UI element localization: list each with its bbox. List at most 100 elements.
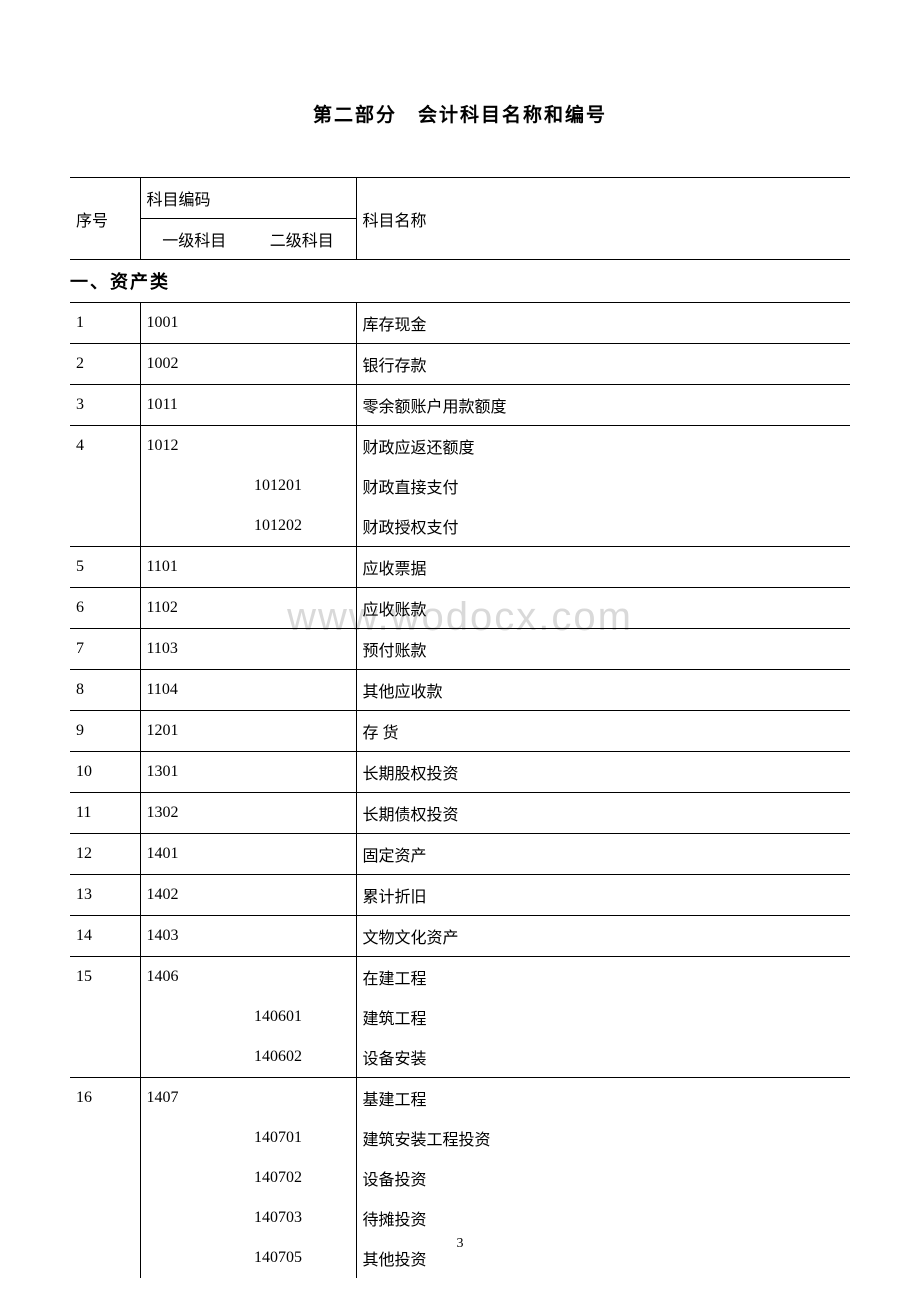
- cell-code2: [248, 670, 356, 711]
- cell-seq: 13: [70, 875, 140, 916]
- cell-seq: 4: [70, 426, 140, 467]
- cell-name: 基建工程: [356, 1078, 850, 1119]
- cell-code2: 140702: [248, 1158, 356, 1198]
- table-row: 140602设备安装: [70, 1037, 850, 1078]
- table-row: 21002银行存款: [70, 344, 850, 385]
- cell-name: 预付账款: [356, 629, 850, 670]
- cell-name: 其他应收款: [356, 670, 850, 711]
- cell-code2: [248, 834, 356, 875]
- table-row: 131402 累计折旧: [70, 875, 850, 916]
- table-row: 140705其他投资: [70, 1238, 850, 1278]
- table-row: 81104其他应收款: [70, 670, 850, 711]
- table-row: 31011零余额账户用款额度: [70, 385, 850, 426]
- cell-code1: 1402: [140, 875, 248, 916]
- cell-code2: [248, 711, 356, 752]
- cell-code1: 1001: [140, 303, 248, 344]
- cell-seq: 7: [70, 629, 140, 670]
- cell-code1: 1103: [140, 629, 248, 670]
- cell-name: 库存现金: [356, 303, 850, 344]
- cell-code2: 140703: [248, 1198, 356, 1238]
- cell-seq: 8: [70, 670, 140, 711]
- cell-seq: [70, 997, 140, 1037]
- cell-code1: 1201: [140, 711, 248, 752]
- cell-seq: 15: [70, 957, 140, 998]
- cell-name: 设备安装: [356, 1037, 850, 1078]
- cell-code1: [140, 506, 248, 547]
- cell-code2: 140701: [248, 1118, 356, 1158]
- cell-name: 待摊投资: [356, 1198, 850, 1238]
- cell-seq: [70, 1037, 140, 1078]
- table-row: 61102应收账款: [70, 588, 850, 629]
- header-code-group: 科目编码: [140, 178, 356, 219]
- table-row: 101201财政直接支付: [70, 466, 850, 506]
- table-row: 11001 库存现金: [70, 303, 850, 344]
- table-row: 140601建筑工程: [70, 997, 850, 1037]
- cell-seq: 11: [70, 793, 140, 834]
- cell-seq: [70, 1198, 140, 1238]
- cell-seq: 6: [70, 588, 140, 629]
- table-row: 71103 预付账款: [70, 629, 850, 670]
- table-row: 141403 文物文化资产: [70, 916, 850, 957]
- header-code1: 一级科目: [140, 219, 248, 260]
- table-row: 121401固定资产: [70, 834, 850, 875]
- cell-seq: 3: [70, 385, 140, 426]
- table-row: 151406 在建工程: [70, 957, 850, 998]
- table-row: 101202财政授权支付: [70, 506, 850, 547]
- cell-code1: 1002: [140, 344, 248, 385]
- cell-code1: 1101: [140, 547, 248, 588]
- cell-seq: 1: [70, 303, 140, 344]
- cell-code1: 1403: [140, 916, 248, 957]
- cell-name: 财政授权支付: [356, 506, 850, 547]
- cell-code1: 1407: [140, 1078, 248, 1119]
- table-row: 111302长期债权投资: [70, 793, 850, 834]
- cell-seq: 5: [70, 547, 140, 588]
- cell-code2: 101202: [248, 506, 356, 547]
- table-row: 161407 基建工程: [70, 1078, 850, 1119]
- cell-seq: 12: [70, 834, 140, 875]
- cell-code1: [140, 997, 248, 1037]
- cell-name: 固定资产: [356, 834, 850, 875]
- cell-code1: [140, 1198, 248, 1238]
- cell-code2: [248, 303, 356, 344]
- cell-code2: [248, 957, 356, 998]
- cell-code2: [248, 1078, 356, 1119]
- cell-seq: 16: [70, 1078, 140, 1119]
- cell-name: 设备投资: [356, 1158, 850, 1198]
- cell-name: 财政直接支付: [356, 466, 850, 506]
- cell-name: 在建工程: [356, 957, 850, 998]
- cell-code2: [248, 344, 356, 385]
- cell-code1: [140, 1118, 248, 1158]
- cell-code2: [248, 588, 356, 629]
- cell-code1: [140, 1238, 248, 1278]
- cell-code1: 1302: [140, 793, 248, 834]
- cell-seq: [70, 506, 140, 547]
- accounts-table: 序号 科目编码 科目名称 一级科目 二级科目 一、资产类 11001库存现金21…: [70, 177, 850, 1278]
- table-header: 序号 科目编码 科目名称 一级科目 二级科目: [70, 178, 850, 260]
- cell-code2: [248, 426, 356, 467]
- cell-seq: [70, 466, 140, 506]
- cell-code2: [248, 916, 356, 957]
- cell-name: 文物文化资产: [356, 916, 850, 957]
- cell-code2: 101201: [248, 466, 356, 506]
- cell-name: 累计折旧: [356, 875, 850, 916]
- cell-seq: 9: [70, 711, 140, 752]
- cell-code1: 1011: [140, 385, 248, 426]
- cell-code1: [140, 1158, 248, 1198]
- header-code2: 二级科目: [248, 219, 356, 260]
- table-row: 140701建筑安装工程投资: [70, 1118, 850, 1158]
- table-row: 140703待摊投资: [70, 1198, 850, 1238]
- cell-seq: 2: [70, 344, 140, 385]
- page-title: 第二部分 会计科目名称和编号: [70, 100, 850, 127]
- cell-name: 存 货: [356, 711, 850, 752]
- cell-name: 应收票据: [356, 547, 850, 588]
- cell-name: 建筑安装工程投资: [356, 1118, 850, 1158]
- table-body: 一、资产类 11001库存现金21002银行存款31011零余额账户用款额度41…: [70, 260, 850, 1279]
- cell-code2: 140602: [248, 1037, 356, 1078]
- cell-seq: 14: [70, 916, 140, 957]
- cell-code1: [140, 1037, 248, 1078]
- table-row: 140702设备投资: [70, 1158, 850, 1198]
- cell-seq: [70, 1238, 140, 1278]
- cell-code1: 1406: [140, 957, 248, 998]
- cell-code1: 1102: [140, 588, 248, 629]
- table-row: 41012财政应返还额度: [70, 426, 850, 467]
